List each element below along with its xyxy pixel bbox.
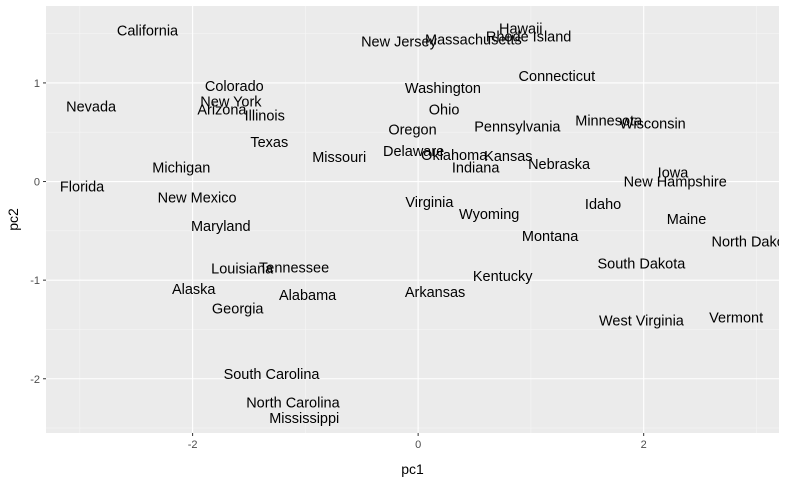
point-label: Indiana bbox=[452, 161, 501, 177]
point-label: Arkansas bbox=[405, 285, 465, 301]
point-label: New Mexico bbox=[158, 190, 237, 206]
point-label: North Carolina bbox=[246, 395, 340, 411]
point-label: Montana bbox=[522, 229, 579, 245]
point-label: Michigan bbox=[152, 161, 210, 177]
point-label: Maine bbox=[667, 212, 707, 228]
point-label: West Virginia bbox=[599, 314, 685, 330]
point-label: Wyoming bbox=[459, 207, 519, 223]
point-label: Florida bbox=[60, 179, 105, 195]
x-tick-label: 0 bbox=[415, 439, 421, 451]
point-label: New Jersey bbox=[361, 35, 437, 51]
point-label: Alabama bbox=[279, 288, 337, 304]
point-label: Delaware bbox=[383, 144, 444, 160]
point-label: Nevada bbox=[66, 100, 117, 116]
y-tick-label: 1 bbox=[34, 78, 40, 90]
x-tick-label: -2 bbox=[188, 439, 198, 451]
point-label: South Dakota bbox=[597, 256, 686, 272]
grid-major bbox=[46, 6, 779, 433]
point-label: Louisiana bbox=[211, 261, 274, 277]
point-label: Illinois bbox=[245, 108, 285, 124]
y-tick-label: -1 bbox=[30, 275, 40, 287]
point-label: Hawaii bbox=[499, 22, 543, 38]
point-label: Washington bbox=[405, 81, 481, 97]
axis-ticks: -2 0 2 -2 -1 0 1 bbox=[30, 78, 647, 451]
point-label: Massachusetts bbox=[425, 33, 522, 49]
y-tick-label: 0 bbox=[34, 177, 40, 189]
point-label: Pennsylvania bbox=[474, 119, 561, 135]
point-label: Oregon bbox=[388, 122, 436, 138]
x-tick-label: 2 bbox=[641, 439, 647, 451]
point-label: Maryland bbox=[191, 219, 251, 235]
point-label: Arizona bbox=[197, 103, 247, 119]
point-label: Kentucky bbox=[473, 269, 533, 285]
point-label: Wisconsin bbox=[620, 116, 686, 132]
point-label: Nebraska bbox=[528, 157, 591, 173]
y-tick-label: -2 bbox=[30, 374, 40, 386]
point-label: Idaho bbox=[585, 197, 621, 213]
point-label: California bbox=[117, 24, 179, 40]
point-label: North Dakota bbox=[711, 235, 787, 251]
point-label: Kansas bbox=[484, 149, 532, 165]
point-label: Minnesota bbox=[575, 113, 643, 129]
point-label: Iowa bbox=[658, 166, 690, 182]
point-label: Georgia bbox=[212, 302, 265, 318]
grid-minor bbox=[46, 6, 779, 433]
y-axis-title: pc2 bbox=[5, 208, 21, 231]
point-label: Colorado bbox=[205, 79, 264, 95]
point-label: Alaska bbox=[172, 282, 216, 298]
plot-panel bbox=[46, 6, 779, 433]
x-axis-title: pc1 bbox=[401, 461, 424, 477]
point-label: New Hampshire bbox=[624, 175, 727, 191]
point-label: Vermont bbox=[709, 311, 763, 327]
point-label: Tennessee bbox=[259, 260, 329, 276]
point-label: Oklahoma bbox=[421, 148, 488, 164]
point-label: Rhode Island bbox=[486, 30, 571, 46]
point-label: Virginia bbox=[405, 195, 454, 211]
point-label: Missouri bbox=[312, 150, 366, 166]
point-label: Connecticut bbox=[519, 69, 596, 85]
point-label: Texas bbox=[250, 135, 288, 151]
point-label: Mississippi bbox=[269, 411, 339, 427]
point-label: Ohio bbox=[429, 103, 460, 119]
point-label: South Carolina bbox=[224, 367, 321, 383]
point-label: New York bbox=[200, 95, 262, 111]
